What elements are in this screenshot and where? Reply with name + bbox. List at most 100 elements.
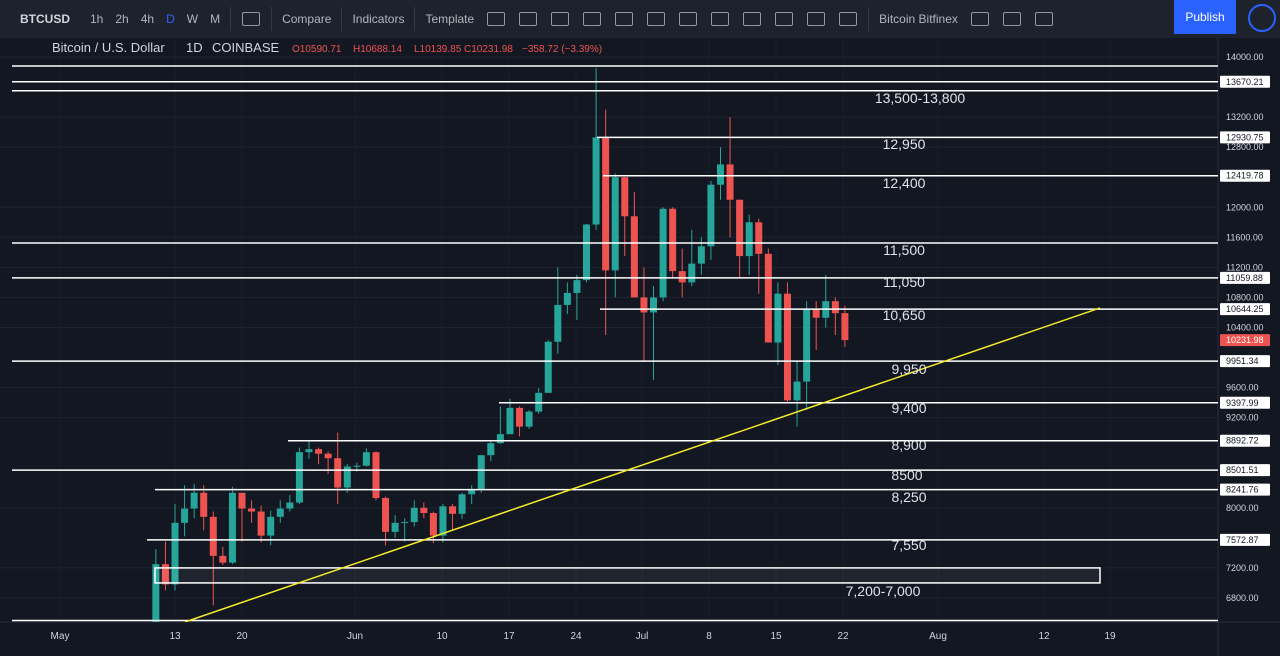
interval[interactable]: 1h (90, 12, 104, 26)
candle-body (745, 222, 753, 257)
candle-body (755, 222, 763, 254)
tool-icon[interactable] (551, 12, 570, 26)
candle-body (267, 516, 275, 536)
tool-icon[interactable] (679, 12, 698, 26)
candle-body (678, 271, 686, 283)
candle-body (286, 502, 294, 509)
candle-body (803, 309, 811, 382)
compare-button[interactable]: Compare (282, 12, 332, 26)
price-label-box (1220, 483, 1270, 496)
legend-close: C10231.98 (464, 44, 513, 55)
candle-body (716, 164, 724, 185)
y-tick-label: 9600.00 (1226, 383, 1259, 393)
candle-body (812, 309, 820, 318)
candle-body (602, 137, 610, 271)
candle-body (257, 511, 265, 536)
y-tick-label: 9200.00 (1226, 413, 1259, 423)
chart-background (0, 38, 1280, 656)
x-tick-label: 20 (236, 631, 248, 642)
fullscreen-icon[interactable] (1002, 12, 1021, 26)
price-label: 12930.75 (1226, 132, 1264, 142)
interval[interactable]: W (186, 12, 199, 26)
symbol[interactable]: BTCUSD (20, 12, 70, 26)
y-tick-label: 10800.00 (1226, 292, 1264, 302)
candle-body (793, 381, 801, 401)
tool-icon[interactable] (775, 12, 794, 26)
tool-icon[interactable] (647, 12, 666, 26)
interval[interactable]: D (166, 12, 175, 26)
legend: Bitcoin / U.S. Dollar 1D COINBASE O10590… (52, 40, 602, 55)
layout-name[interactable]: Bitcoin Bitfinex (879, 12, 958, 26)
candle-body (439, 506, 447, 536)
legend-interval: 1D (186, 40, 203, 55)
level-annotation: 9,400 (891, 400, 926, 416)
y-tick-label: 13200.00 (1226, 112, 1264, 122)
interval[interactable]: 2h (115, 12, 129, 26)
candle-body (429, 513, 437, 536)
chart-type-icon[interactable] (242, 12, 261, 26)
price-label-box (1220, 75, 1270, 88)
candle-body (783, 293, 791, 401)
separator (341, 7, 343, 31)
candle-body (190, 492, 198, 509)
tool-icon[interactable] (487, 12, 506, 26)
interval[interactable]: M (210, 12, 221, 26)
y-tick-label: 8000.00 (1226, 503, 1259, 513)
candle-body (697, 246, 705, 264)
candle-body (228, 492, 236, 563)
instrument-name: Bitcoin / U.S. Dollar (52, 40, 165, 55)
replay-button[interactable] (1248, 4, 1276, 32)
candle-body (583, 224, 591, 281)
tool-icon[interactable] (839, 12, 858, 26)
candle-body (152, 564, 160, 622)
tool-icon[interactable] (615, 12, 634, 26)
price-label: 8241.76 (1226, 485, 1259, 495)
x-tick-label: 15 (770, 631, 782, 642)
snapshot-icon[interactable] (1034, 12, 1053, 26)
price-label-box (1220, 355, 1270, 368)
level-annotation: 7,550 (891, 537, 926, 553)
tool-icon[interactable] (519, 12, 538, 26)
candle-body (707, 184, 715, 247)
y-tick-label: 14000.00 (1226, 52, 1264, 62)
candle-body (238, 492, 246, 509)
interval[interactable]: 4h (140, 12, 155, 26)
candle-body (324, 453, 332, 459)
price-label: 9397.99 (1226, 398, 1259, 408)
tool-icon[interactable] (743, 12, 762, 26)
y-tick-label: 7200.00 (1226, 563, 1259, 573)
candle-body (353, 465, 361, 467)
level-annotation: 7,200-7,000 (846, 583, 921, 599)
candle-body (334, 458, 342, 488)
candle-body (726, 164, 734, 200)
tool-icon[interactable] (711, 12, 730, 26)
separator (230, 7, 232, 31)
trendline (184, 307, 1101, 622)
legend-high: H10688.14 (353, 44, 402, 55)
legend-open: O10590.71 (292, 44, 342, 55)
indicators-button[interactable]: Indicators (352, 12, 405, 26)
candle-body (736, 199, 744, 257)
candle-body (362, 452, 370, 466)
separator (868, 7, 870, 31)
tool-icon[interactable] (583, 12, 602, 26)
publish-button[interactable]: Publish (1174, 0, 1236, 34)
candle-body (764, 253, 772, 343)
candle-body (343, 466, 351, 488)
price-label: 8501.51 (1226, 465, 1259, 475)
y-tick-label: 11200.00 (1226, 262, 1263, 272)
tool-icon[interactable] (807, 12, 826, 26)
x-tick-label: Jun (347, 631, 363, 642)
candle-body (592, 137, 600, 225)
x-tick-label: 13 (169, 631, 181, 642)
template-button[interactable]: Template (425, 12, 475, 26)
settings-icon[interactable] (970, 12, 989, 26)
candle-body (516, 407, 524, 427)
legend-low: L10139.85 (414, 44, 462, 55)
candle-body (611, 177, 619, 271)
candle-body (420, 507, 428, 514)
candle-body (171, 522, 179, 585)
x-tick-label: 19 (1104, 631, 1116, 642)
y-tick-label: 11600.00 (1226, 232, 1263, 242)
